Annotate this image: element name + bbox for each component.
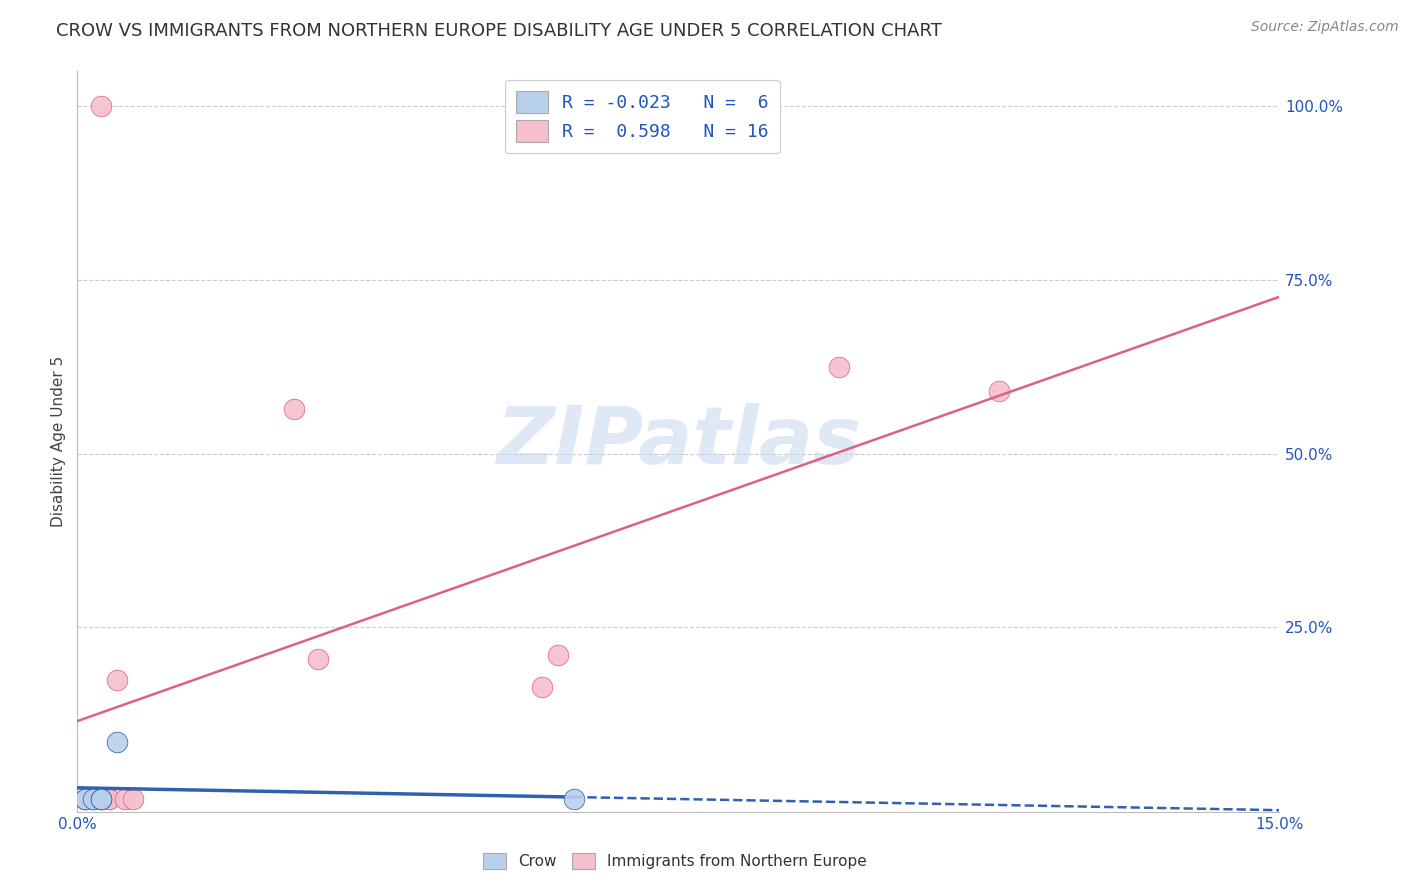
Point xyxy=(90,792,112,806)
Point xyxy=(988,384,1011,398)
Point xyxy=(98,792,121,806)
Point xyxy=(90,99,112,113)
Text: Source: ZipAtlas.com: Source: ZipAtlas.com xyxy=(1251,20,1399,34)
Text: ZIPatlas: ZIPatlas xyxy=(496,402,860,481)
Point xyxy=(114,792,136,806)
Point xyxy=(828,359,851,374)
Point xyxy=(75,792,97,806)
Legend: Crow, Immigrants from Northern Europe: Crow, Immigrants from Northern Europe xyxy=(477,847,873,875)
Point xyxy=(82,792,104,806)
Point xyxy=(75,792,97,806)
Point xyxy=(122,792,145,806)
Point xyxy=(82,792,104,806)
Y-axis label: Disability Age Under 5: Disability Age Under 5 xyxy=(51,356,66,527)
Point xyxy=(283,401,305,416)
Point xyxy=(75,792,97,806)
Text: CROW VS IMMIGRANTS FROM NORTHERN EUROPE DISABILITY AGE UNDER 5 CORRELATION CHART: CROW VS IMMIGRANTS FROM NORTHERN EUROPE … xyxy=(56,22,942,40)
Point xyxy=(562,792,585,806)
Point xyxy=(547,648,569,663)
Point xyxy=(107,673,129,687)
Point xyxy=(90,792,112,806)
Point xyxy=(531,680,554,694)
Point xyxy=(90,792,112,806)
Point xyxy=(98,792,121,806)
Legend: R = -0.023   N =  6, R =  0.598   N = 16: R = -0.023 N = 6, R = 0.598 N = 16 xyxy=(505,80,780,153)
Point xyxy=(107,735,129,749)
Point xyxy=(307,652,329,666)
